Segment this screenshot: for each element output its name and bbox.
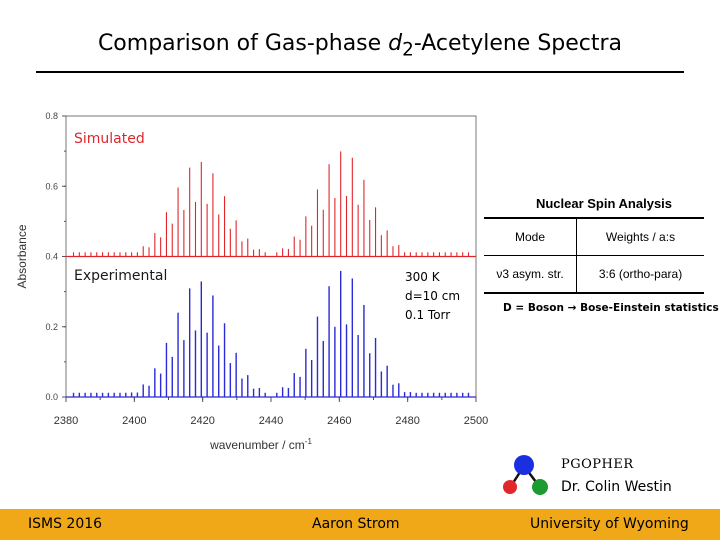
x-tick-label: 2500 — [464, 415, 488, 427]
simulated-label: Simulated — [74, 131, 145, 147]
y-tick-label: 0.2 — [45, 322, 58, 332]
footer-institution: University of Wyoming — [530, 516, 689, 532]
y-tick-label: 0.6 — [45, 181, 58, 191]
condition-pressure: 0.1 Torr — [405, 308, 451, 322]
experimental-label: Experimental — [74, 268, 168, 284]
program-name: PGOPHER — [561, 457, 634, 472]
pgopher-logo-icon — [503, 455, 548, 495]
logo-atom-green — [532, 479, 548, 495]
series-simulated — [66, 151, 476, 258]
title-subscript: 2 — [402, 39, 414, 61]
cell-mode: ν3 asym. str. — [484, 255, 577, 294]
spin-table-title: Nuclear Spin Analysis — [484, 190, 704, 219]
y-tick-label: 0.4 — [45, 252, 58, 262]
header-weights: Weights / a:s — [576, 219, 704, 256]
condition-pathlength: d=10 cm — [405, 289, 461, 303]
slide-title: Comparison of Gas-phase d2-Acetylene Spe… — [0, 31, 720, 60]
x-axis-title: wavenumber / cm-1 — [209, 437, 312, 452]
x-axis-title-superscript: -1 — [305, 437, 313, 446]
y-tick-label: 0.0 — [45, 392, 58, 402]
table-header-row: Mode Weights / a:s — [484, 219, 704, 256]
x-tick-label: 2400 — [122, 415, 146, 427]
title-divider — [36, 71, 684, 73]
condition-temperature: 300 K — [405, 270, 440, 284]
cell-weights: 3:6 (ortho-para) — [576, 255, 704, 294]
title-suffix: -Acetylene Spectra — [413, 31, 623, 56]
spin-statistics-note: D = Boson → Bose-Einstein statistics — [503, 302, 719, 314]
header-mode: Mode — [484, 219, 577, 256]
x-tick-label: 2460 — [327, 415, 351, 427]
footer-conference: ISMS 2016 — [28, 516, 103, 532]
logo-atom-red — [503, 480, 517, 494]
x-tick-label: 2380 — [54, 415, 78, 427]
title-prefix: Comparison of Gas-phase — [97, 31, 389, 56]
footer-bar: ISMS 2016 Aaron Strom University of Wyom… — [0, 509, 720, 540]
x-tick-label: 2480 — [395, 415, 419, 427]
footer-presenter: Aaron Strom — [312, 516, 400, 532]
y-tick-label: 0.8 — [45, 111, 58, 121]
y-axis-title: Absorbance — [15, 224, 29, 288]
logo-atom-blue — [514, 455, 534, 475]
program-author: Dr. Colin Westin — [561, 479, 672, 495]
series-experimental — [66, 270, 476, 398]
chart-axes: 0.0 0.2 0.4 0.6 0.8 2380 2400 2420 2440 2460 2480 2… — [15, 111, 488, 452]
conditions-block: 300 K d=10 cm 0.1 Torr — [405, 268, 460, 325]
spin-table-grid: Mode Weights / a:s ν3 asym. str. 3:6 (or… — [484, 219, 704, 294]
chart-series — [66, 151, 476, 398]
title-italic: d — [388, 31, 403, 56]
x-tick-label: 2420 — [190, 415, 214, 427]
nuclear-spin-table: Nuclear Spin Analysis Mode Weights / a:s… — [484, 190, 704, 294]
x-tick-label: 2440 — [259, 415, 283, 427]
table-row: ν3 asym. str. 3:6 (ortho-para) — [484, 255, 704, 294]
spectrum-chart: 0.0 0.2 0.4 0.6 0.8 2380 2400 2420 2440 2460 2480 2… — [15, 111, 488, 452]
